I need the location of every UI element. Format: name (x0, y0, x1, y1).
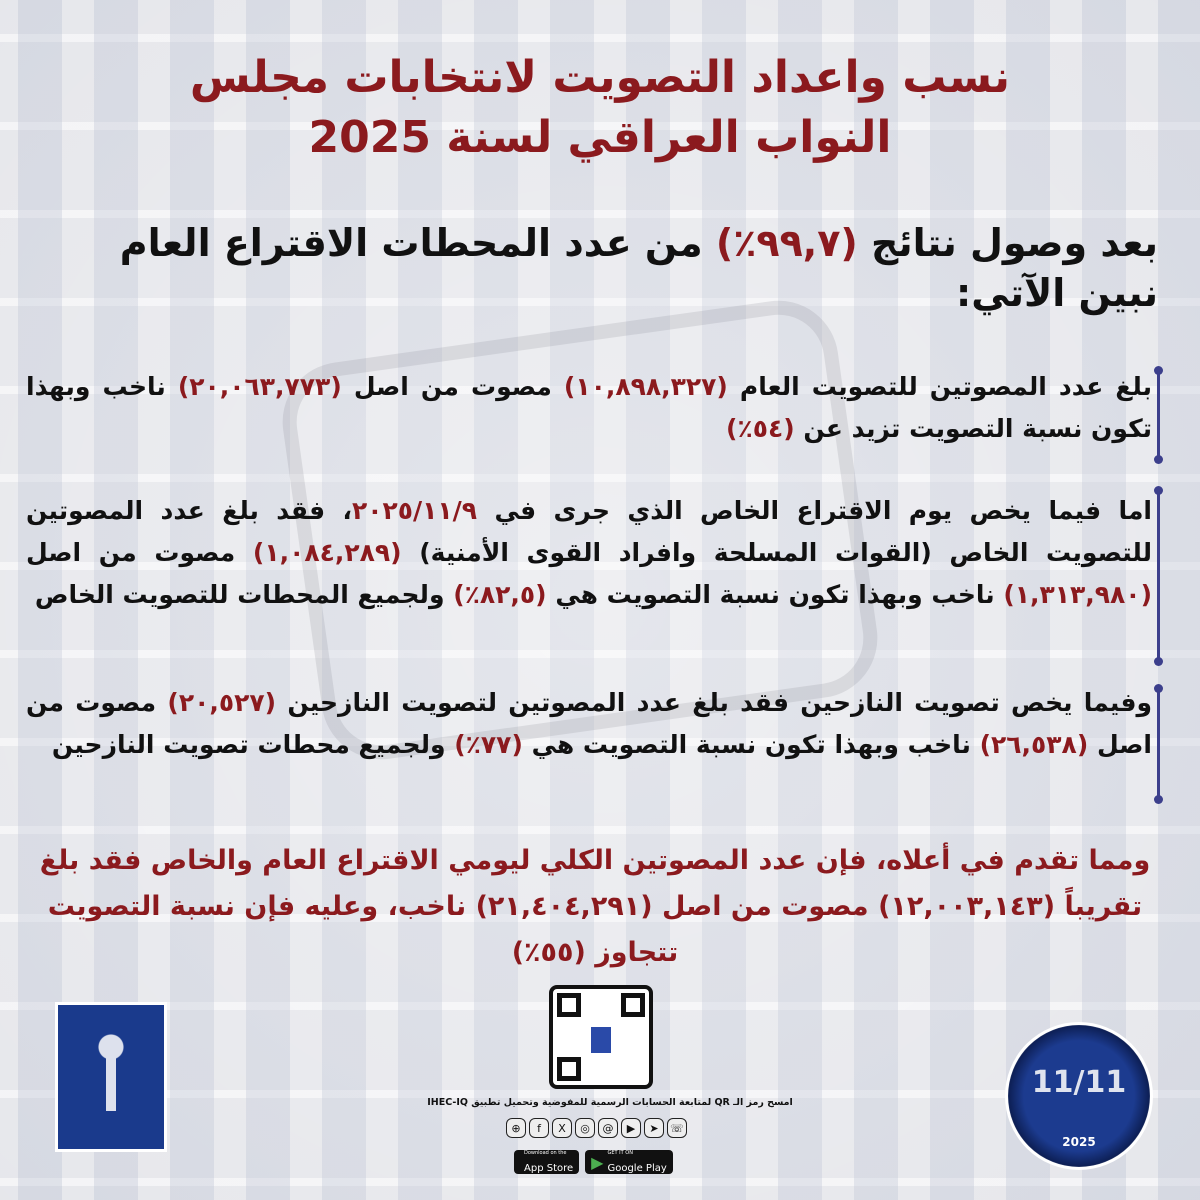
globe-icon[interactable]: ⊕ (506, 1118, 526, 1138)
highlighted-value: (١,٣١٣,٩٨٠) (1003, 580, 1152, 609)
general-vote-paragraph: بلغ عدد المصوتين للتصويت العام (١٠,٨٩٨,٣… (26, 366, 1152, 450)
paragraph-bar (1154, 684, 1163, 804)
app-store-button[interactable]: Download on the App Store (514, 1149, 580, 1174)
play-icon: ▶ (591, 1152, 604, 1172)
text-segment: مصوت من اصل (652, 891, 879, 922)
highlighted-value: (٨٢,٥٪) (453, 580, 547, 609)
title-line-2: النواب العراقي لسنة 2025 (308, 112, 892, 163)
highlighted-value: (١,٠٨٤,٢٨٩) (252, 538, 402, 567)
google-play-label: Google Play (607, 1162, 667, 1174)
instagram-icon[interactable]: ◎ (575, 1118, 595, 1138)
text-segment: ، فقد بلغ عدد المصوتين للتصويت الخاص (ال… (26, 496, 1152, 567)
special-vote-paragraph: اما فيما يخص يوم الاقتراع الخاص الذي جرى… (26, 490, 1152, 616)
seal-year: 2025 (1062, 1135, 1096, 1149)
intro-text: بعد وصول نتائج (٩٩,٧٪) من عدد المحطات ال… (30, 218, 1158, 318)
text-segment: مصوت من اصل (341, 372, 564, 401)
title-line-1: نسب واعداد التصويت لانتخابات مجلس (189, 52, 1011, 103)
text-segment: ناخب وبهذا تكون نسبة التصويت هي (546, 580, 1004, 609)
google-play-button[interactable]: ▶ GET IT ON Google Play (585, 1150, 673, 1174)
text-segment: بعد وصول نتائج (857, 221, 1158, 265)
ihec-logo (55, 1002, 167, 1152)
text-segment: ولجميع المحطات للتصويت الخاص (34, 580, 454, 609)
text-segment: ناخب وبهذا تكون نسبة التصويت تزيد عن (26, 372, 1152, 443)
displaced-vote-paragraph: وفيما يخص تصويت النازحين فقد بلغ عدد الم… (26, 682, 1152, 766)
text-segment: بلغ عدد المصوتين للتصويت العام (727, 372, 1152, 401)
qr-code[interactable] (549, 985, 653, 1089)
text-segment: من عدد المحطات الاقتراع العام نبين الآتي… (119, 221, 1158, 315)
facebook-icon[interactable]: f (529, 1118, 549, 1138)
threads-icon[interactable]: @ (598, 1118, 618, 1138)
app-store-small: Download on the (524, 1149, 567, 1156)
google-play-small: GET IT ON (607, 1149, 633, 1156)
text-segment: (٢١,٤٠٤,٢٩١) (475, 891, 653, 922)
text-segment: ناخب وبهذا تكون نسبة التصويت هي (522, 730, 980, 759)
text-segment: اما فيما يخص يوم الاقتراع الخاص الذي جرى… (477, 496, 1152, 525)
qr-caption: امسح رمز الـ QR لمتابعة الحسابات الرسمية… (427, 1097, 793, 1108)
paragraph-bar (1154, 366, 1163, 464)
text-segment: مصوت من اصل (26, 538, 253, 567)
highlighted-value: (٢٦,٥٣٨) (979, 730, 1089, 759)
text-segment: ولجميع محطات تصويت النازحين (51, 730, 455, 759)
seal-number: 11/11 (1031, 1065, 1127, 1100)
highlighted-value: (٥٤٪) (726, 414, 795, 443)
viber-icon[interactable]: ☏ (667, 1118, 687, 1138)
highlighted-value: (٩٩,٧٪) (715, 221, 858, 265)
highlighted-value: (١٠,٨٩٨,٣٢٧) (563, 372, 728, 401)
highlighted-value: (٢٠,٠٦٣,٧٧٣) (177, 372, 342, 401)
x-icon[interactable]: X (552, 1118, 572, 1138)
app-store-label: App Store (524, 1162, 574, 1174)
youtube-icon[interactable]: ▶ (621, 1118, 641, 1138)
highlighted-value: (٧٧٪) (454, 730, 523, 759)
text-segment: مصوت من اصل (26, 688, 1152, 759)
highlighted-value: (٢٠,٥٢٧) (167, 688, 277, 717)
summary-text: ومما تقدم في أعلاه، فإن عدد المصوتين الك… (30, 838, 1160, 976)
text-segment: (٥٥٪) (511, 937, 586, 968)
text-segment: ناخب، وعليه فإن نسبة التصويت تتجاوز (47, 891, 679, 968)
text-segment: وفيما يخص تصويت النازحين فقد بلغ عدد الم… (276, 688, 1152, 717)
text-segment: ومما تقدم في أعلاه، فإن عدد المصوتين الك… (39, 845, 1151, 922)
social-icons: ⊕ f X ◎ @ ▶ ➤ ☏ (506, 1118, 687, 1138)
telegram-icon[interactable]: ➤ (644, 1118, 664, 1138)
paragraph-bar (1154, 486, 1163, 666)
text-segment: (١٢,٠٠٣,١٤٣) (878, 891, 1056, 922)
election-seal: 11/11 2025 (1005, 1022, 1153, 1170)
page-title: نسب واعداد التصويت لانتخابات مجلس النواب… (0, 48, 1200, 168)
highlighted-value: ٢٠٢٥/١١/٩ (351, 496, 478, 525)
